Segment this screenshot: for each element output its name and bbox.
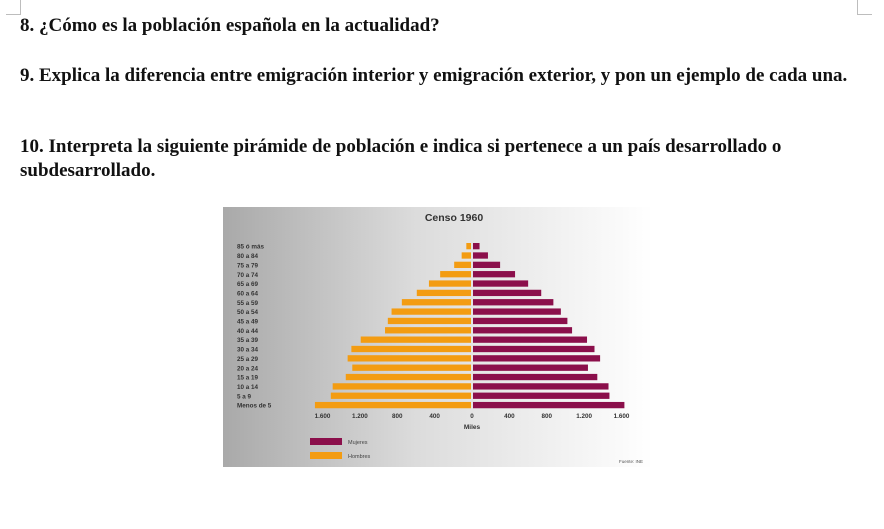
legend-label: Hombres: [348, 454, 371, 460]
age-group-label: 75 a 79: [237, 262, 259, 269]
page-corner-mark-right: [857, 0, 872, 15]
age-labels-group: 85 ó más 80 a 84 75 a 79 70 a 74 65 a 69 60 a…: [237, 244, 272, 410]
age-group-label: 10 a 14: [237, 384, 259, 391]
bar-hombres: [360, 336, 471, 343]
age-group-label: Menos de 5: [237, 403, 272, 410]
legend-swatch: [310, 452, 342, 459]
population-pyramid-figure: Censo 1960 85 ó más 80 a 84 75 a 79 70 a 74…: [223, 207, 653, 467]
bar-mujeres: [473, 392, 610, 399]
bar-hombres: [391, 308, 471, 315]
age-group-label: 50 a 54: [237, 309, 259, 316]
x-ticks-group: 1.600 1.200 800 400 0 400 800 1.200 1.600: [315, 413, 630, 420]
bar-mujeres: [473, 289, 542, 297]
bar-mujeres: [473, 261, 501, 268]
bar-hombres: [345, 373, 471, 381]
bar-hombres: [416, 289, 471, 297]
bar-hombres: [401, 299, 471, 306]
x-tick-label: 800: [542, 413, 553, 420]
chart-title: Censo 1960: [425, 212, 484, 224]
age-group-label: 30 a 34: [237, 347, 259, 354]
bar-mujeres: [473, 243, 480, 250]
x-tick-label: 1.200: [352, 413, 368, 420]
bar-hombres: [351, 345, 471, 353]
bar-mujeres: [473, 327, 573, 334]
bar-mujeres: [473, 364, 588, 371]
bar-hombres: [387, 317, 471, 325]
age-group-label: 80 a 84: [237, 253, 259, 260]
x-tick-label: 1.600: [614, 413, 630, 420]
source-note: Fuente: INE: [619, 459, 643, 464]
bar-mujeres: [473, 252, 488, 259]
bar-mujeres: [473, 355, 601, 362]
x-axis-label: Miles: [464, 424, 481, 431]
age-group-label: 60 a 64: [237, 290, 259, 297]
age-group-label: 25 a 29: [237, 356, 259, 363]
age-group-label: 45 a 49: [237, 319, 259, 326]
bar-hombres: [428, 280, 471, 287]
bar-hombres: [332, 383, 471, 390]
x-tick-label: 800: [392, 413, 403, 420]
bar-hombres: [352, 364, 471, 371]
legend: Mujeres Hombres: [310, 438, 371, 460]
x-tick-label: 400: [429, 413, 440, 420]
question-9: 9. Explica la diferencia entre emigració…: [20, 65, 848, 86]
bar-hombres: [454, 261, 471, 268]
x-tick-label: 1.600: [315, 413, 331, 420]
age-group-label: 5 a 9: [237, 393, 252, 400]
age-group-label: 40 a 44: [237, 328, 259, 335]
bar-mujeres: [473, 383, 609, 390]
x-tick-label: 0: [470, 413, 474, 420]
legend-swatch: [310, 438, 342, 445]
bar-mujeres: [473, 373, 598, 381]
bar-hombres: [347, 355, 471, 362]
legend-label: Mujeres: [348, 440, 368, 446]
x-tick-label: 400: [504, 413, 515, 420]
bar-hombres: [440, 271, 471, 278]
age-group-label: 20 a 24: [237, 365, 259, 372]
age-group-label: 35 a 39: [237, 337, 259, 344]
age-group-label: 65 a 69: [237, 281, 259, 288]
bar-hombres: [314, 401, 471, 409]
bar-mujeres: [473, 308, 561, 315]
bar-mujeres: [473, 345, 595, 353]
age-group-label: 85 ó más: [237, 244, 264, 251]
age-group-label: 15 a 19: [237, 375, 259, 382]
bar-mujeres: [473, 280, 529, 287]
bar-hombres: [330, 392, 471, 399]
bar-mujeres: [473, 401, 625, 409]
bar-hombres: [385, 327, 471, 334]
bar-hombres: [461, 252, 471, 259]
question-8: 8. ¿Cómo es la población española en la …: [20, 15, 440, 36]
age-group-label: 70 a 74: [237, 272, 259, 279]
question-10: 10. Interpreta la siguiente pirámide de …: [20, 136, 782, 181]
bar-mujeres: [473, 336, 588, 343]
bars-group: [314, 243, 625, 409]
x-tick-label: 1.200: [576, 413, 592, 420]
bar-hombres: [466, 243, 471, 250]
age-group-label: 55 a 59: [237, 300, 259, 307]
bar-mujeres: [473, 271, 516, 278]
page-corner-mark-left: [6, 0, 21, 15]
bar-mujeres: [473, 299, 554, 306]
bar-mujeres: [473, 317, 568, 325]
